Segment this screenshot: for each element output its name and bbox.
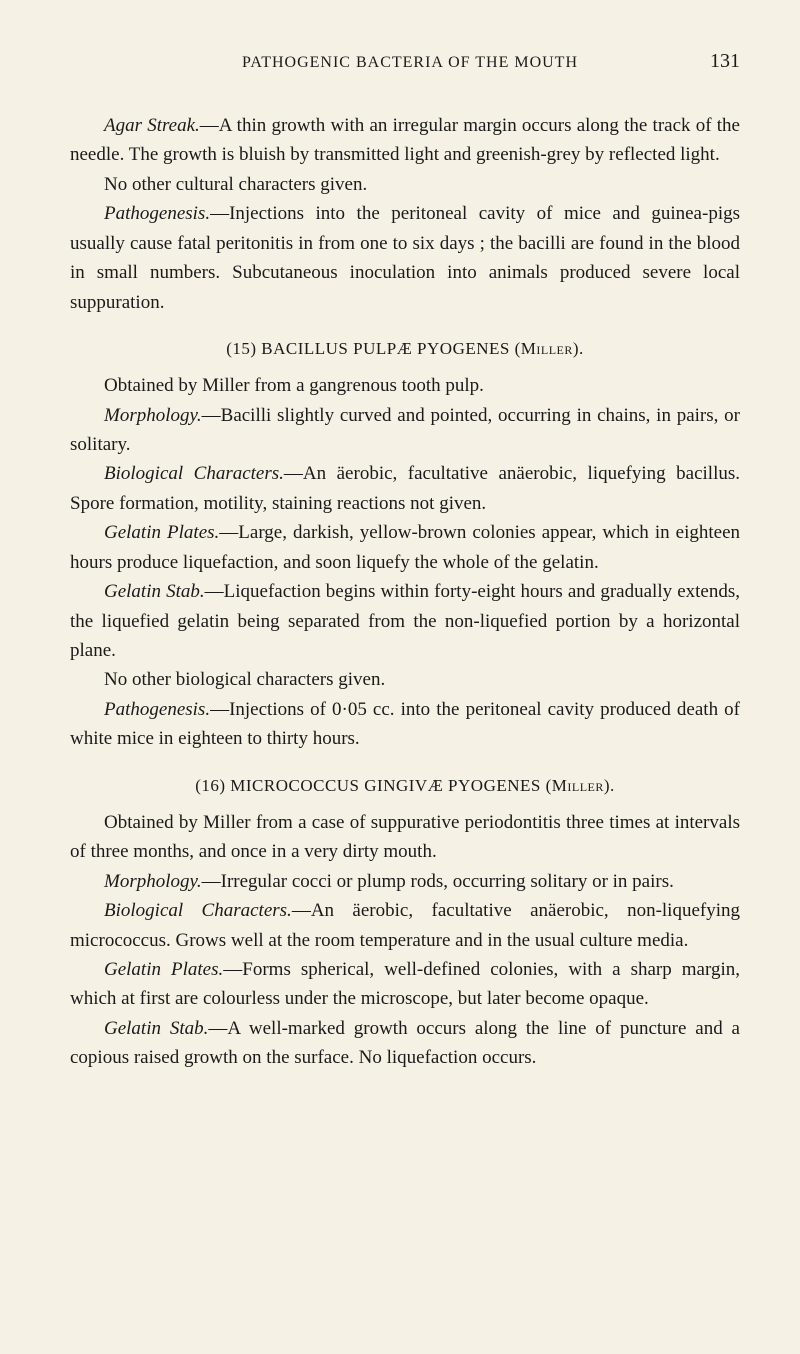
s16-para-2: Morphology.—Irregular cocci or plump rod… xyxy=(70,867,740,896)
page-number: 131 xyxy=(710,50,740,73)
gelatin-stab-label-1: Gelatin Stab. xyxy=(104,581,205,602)
page-header: PATHOGENIC BACTERIA OF THE MOUTH 131 xyxy=(70,50,740,73)
s16-para-3: Biological Characters.—An äerobic, facul… xyxy=(70,896,740,955)
section-15-body: Obtained by Miller from a gangrenous too… xyxy=(70,371,740,754)
section-16-title-text: (16) MICROCOCCUS GINGIVÆ PYOGENES xyxy=(195,776,541,795)
s15-para-3: Biological Characters.—An äerobic, facul… xyxy=(70,459,740,518)
intro-para-1: Agar Streak.—A thin growth with an irreg… xyxy=(70,111,740,170)
s16-para-5: Gelatin Stab.—A well-marked growth occur… xyxy=(70,1014,740,1073)
intro-para-2: No other cultural characters given. xyxy=(70,170,740,199)
bio-char-label-2: Biological Characters. xyxy=(104,900,292,921)
morphology-label-2: Morphology. xyxy=(104,871,202,892)
s16-para-1: Obtained by Miller from a case of suppur… xyxy=(70,808,740,867)
header-title: PATHOGENIC BACTERIA OF THE MOUTH xyxy=(110,54,710,72)
section-16-author: (Miller). xyxy=(546,776,615,795)
s15-para-1: Obtained by Miller from a gangrenous too… xyxy=(70,371,740,400)
bio-char-label-1: Biological Characters. xyxy=(104,463,284,484)
section-15-title: (15) BACILLUS PULPÆ PYOGENES (Miller). xyxy=(70,339,740,359)
agar-streak-label: Agar Streak. xyxy=(104,115,200,136)
s15-para-4: Gelatin Plates.—Large, darkish, yellow-b… xyxy=(70,518,740,577)
pathogenesis-label-2: Pathogenesis. xyxy=(104,699,210,720)
s15-para-2: Morphology.—Bacilli slightly curved and … xyxy=(70,401,740,460)
intro-section: Agar Streak.—A thin growth with an irreg… xyxy=(70,111,740,317)
s15-para-5: Gelatin Stab.—Liquefaction begins within… xyxy=(70,577,740,665)
intro-para-3: Pathogenesis.—Injections into the perito… xyxy=(70,199,740,317)
section-16-title: (16) MICROCOCCUS GINGIVÆ PYOGENES (Mille… xyxy=(70,776,740,796)
gelatin-plates-label-2: Gelatin Plates. xyxy=(104,959,223,980)
s16-para-4: Gelatin Plates.—Forms spherical, well-de… xyxy=(70,955,740,1014)
section-15-title-text: (15) BACILLUS PULPÆ PYOGENES xyxy=(226,339,510,358)
gelatin-plates-label-1: Gelatin Plates. xyxy=(104,522,219,543)
s15-para-7: Pathogenesis.—Injections of 0·05 cc. int… xyxy=(70,695,740,754)
pathogenesis-label-1: Pathogenesis. xyxy=(104,203,210,224)
section-15-author: (Miller). xyxy=(515,339,584,358)
s15-para-6: No other biological characters given. xyxy=(70,665,740,694)
morphology-text-2: —Irregular cocci or plump rods, occurrin… xyxy=(202,871,674,892)
morphology-label-1: Morphology. xyxy=(104,405,202,426)
section-16-body: Obtained by Miller from a case of suppur… xyxy=(70,808,740,1073)
gelatin-stab-label-2: Gelatin Stab. xyxy=(104,1018,208,1039)
